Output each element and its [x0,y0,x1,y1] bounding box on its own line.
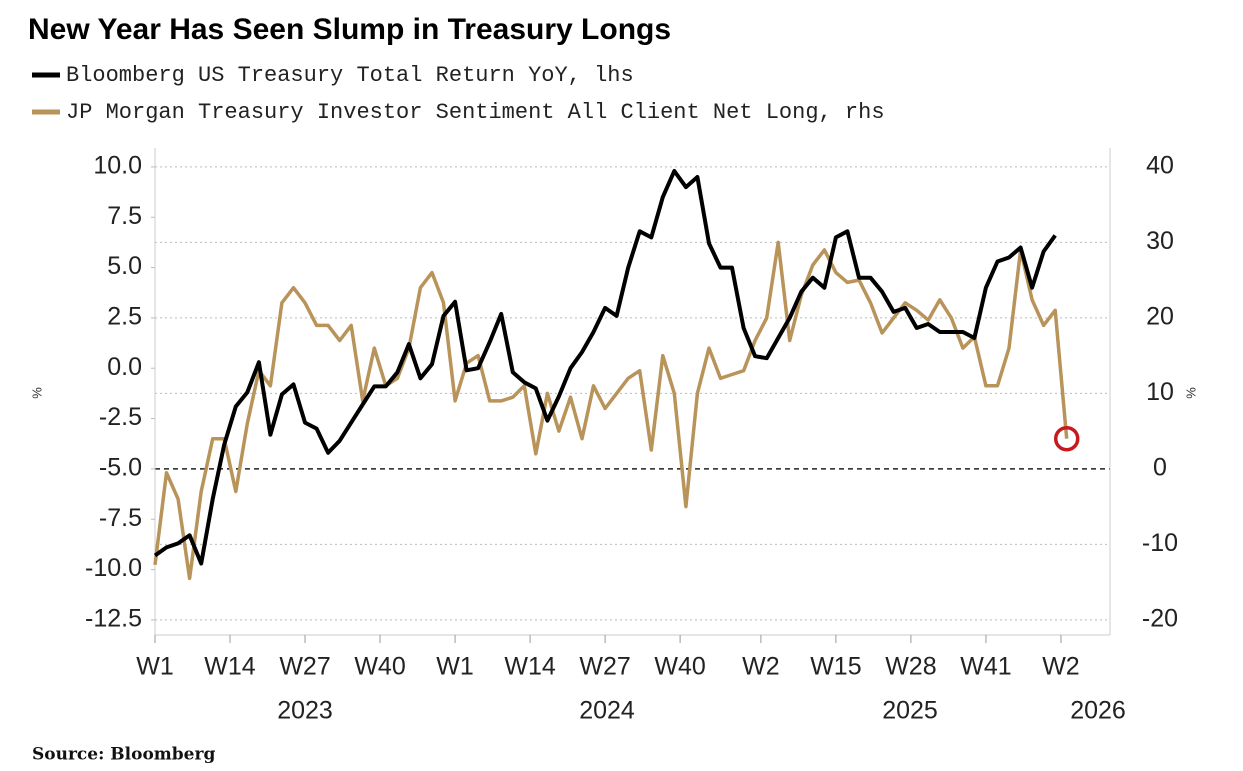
x-tick-label: W2 [1042,653,1080,681]
x-tick-label: W40 [654,653,705,681]
x-tick-label: W1 [136,653,174,681]
y-tick-label: -5.0 [99,454,142,482]
y-tick-label: -7.5 [99,504,142,532]
x-tick-label: W2 [742,653,780,681]
x-tick-label: W15 [810,653,861,681]
y2-tick-label: 40 [1146,151,1174,179]
x-tick-label: W28 [885,653,936,681]
series-line [153,169,1057,566]
x-tick-label: W27 [579,653,630,681]
y2-tick-label: 0 [1153,454,1167,482]
x-tick-label: W27 [279,653,330,681]
y2-tick-label: 20 [1146,302,1174,330]
y-tick-label: -12.5 [85,605,142,633]
x-group-label: 2024 [579,697,635,725]
x-group-label: 2023 [277,697,333,725]
y2-tick-label: -10 [1142,529,1178,557]
highlight-circle [1053,425,1080,452]
x-tick-label: W14 [504,653,556,681]
y2-tick-label: -20 [1142,605,1178,633]
legend-label: Bloomberg US Treasury Total Return YoY, … [66,63,634,88]
y-tick-label: 0.0 [107,353,142,381]
series-line [153,240,1069,581]
chart-title: New Year Has Seen Slump in Treasury Long… [28,13,671,46]
x-tick-label: W40 [354,653,405,681]
y-tick-label: 10.0 [93,152,142,180]
y-tick-label: 7.5 [107,202,142,230]
y2-tick-label: 30 [1146,227,1174,255]
x-tick-label: W41 [960,653,1011,681]
source: Source: Bloomberg [32,745,215,765]
y-axis-label: % [29,387,44,399]
y2-axis-label: % [1183,387,1198,399]
legend-label: JP Morgan Treasury Investor Sentiment Al… [66,100,885,125]
y-tick-label: 2.5 [107,303,142,331]
y-tick-label: 5.0 [107,252,142,280]
x-group-label: 2026 [1070,697,1126,725]
y-tick-label: -10.0 [85,554,142,582]
x-tick-label: W1 [436,653,474,681]
y2-tick-label: 10 [1146,378,1174,406]
y-tick-label: -2.5 [99,403,142,431]
x-tick-label: W14 [204,653,256,681]
x-group-label: 2025 [882,697,938,725]
